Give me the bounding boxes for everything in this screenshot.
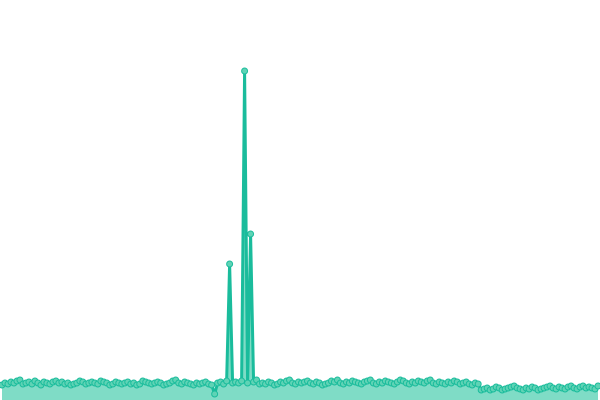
- marker: [223, 377, 231, 385]
- marker: [247, 230, 255, 238]
- marker: [241, 67, 249, 75]
- line: [1, 69, 600, 396]
- marker: [208, 381, 216, 389]
- marker: [244, 379, 252, 387]
- marker: [474, 380, 482, 388]
- marker: [226, 260, 234, 268]
- marker: [238, 377, 246, 385]
- marker: [594, 382, 600, 390]
- area: [2, 71, 598, 400]
- marker: [211, 390, 219, 398]
